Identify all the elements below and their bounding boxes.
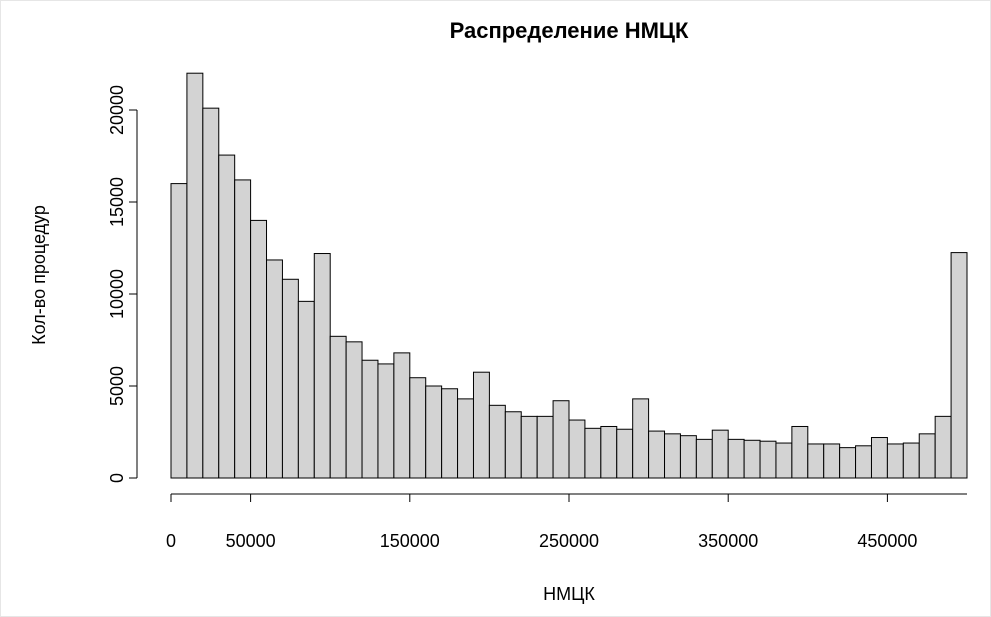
bar xyxy=(170,183,188,479)
bar xyxy=(743,439,761,479)
bar xyxy=(297,300,315,479)
bar xyxy=(727,438,745,479)
bar xyxy=(918,433,936,479)
bar xyxy=(648,430,666,479)
bar xyxy=(902,442,920,479)
bar xyxy=(186,72,204,479)
bar xyxy=(504,411,522,479)
bar xyxy=(664,433,681,479)
bar xyxy=(870,437,888,479)
y-axis-label: Кол-во процедур xyxy=(29,205,49,345)
bar xyxy=(393,352,411,479)
bar xyxy=(202,107,220,479)
bar xyxy=(520,415,538,479)
bar xyxy=(313,253,331,479)
y-tick-label: 15000 xyxy=(107,177,127,227)
bar xyxy=(218,154,236,479)
bar xyxy=(234,179,252,479)
bar xyxy=(759,440,777,479)
x-tick-label: 350000 xyxy=(698,531,758,551)
bar xyxy=(600,425,618,479)
y-tick-label: 0 xyxy=(107,473,127,483)
x-tick-label: 250000 xyxy=(539,531,599,551)
bar xyxy=(425,385,443,479)
y-tick-label: 10000 xyxy=(107,269,127,319)
bar xyxy=(839,447,857,479)
bar xyxy=(934,415,952,479)
x-axis-label: НМЦК xyxy=(543,584,595,604)
bar xyxy=(632,398,650,479)
bar xyxy=(361,359,379,479)
bar xyxy=(377,363,395,479)
bar xyxy=(536,415,554,479)
y-tick-label: 20000 xyxy=(107,85,127,135)
bar xyxy=(409,377,427,479)
chart-title: Распределение НМЦК xyxy=(450,18,689,43)
x-tick-label: 50000 xyxy=(226,531,276,551)
y-tick-label: 5000 xyxy=(107,366,127,406)
bar xyxy=(584,427,602,479)
bar xyxy=(823,443,841,479)
bar xyxy=(855,445,872,479)
bar xyxy=(775,442,793,479)
bar xyxy=(266,259,283,479)
bar xyxy=(552,400,570,479)
x-tick-label: 450000 xyxy=(857,531,917,551)
bar xyxy=(281,278,299,479)
bar xyxy=(679,435,697,479)
bar xyxy=(441,388,459,479)
bar xyxy=(711,429,729,479)
x-tick-label: 0 xyxy=(166,531,176,551)
bar xyxy=(250,219,268,479)
bar xyxy=(950,252,968,479)
bar xyxy=(472,371,490,479)
bar xyxy=(568,419,586,479)
bar xyxy=(616,428,634,479)
bar xyxy=(807,443,825,479)
x-tick-label: 150000 xyxy=(380,531,440,551)
bar xyxy=(695,438,713,479)
bar xyxy=(457,398,474,479)
bar xyxy=(488,404,506,479)
bar xyxy=(345,341,363,479)
bar xyxy=(329,335,347,479)
bar xyxy=(886,443,904,479)
bar xyxy=(791,425,809,479)
